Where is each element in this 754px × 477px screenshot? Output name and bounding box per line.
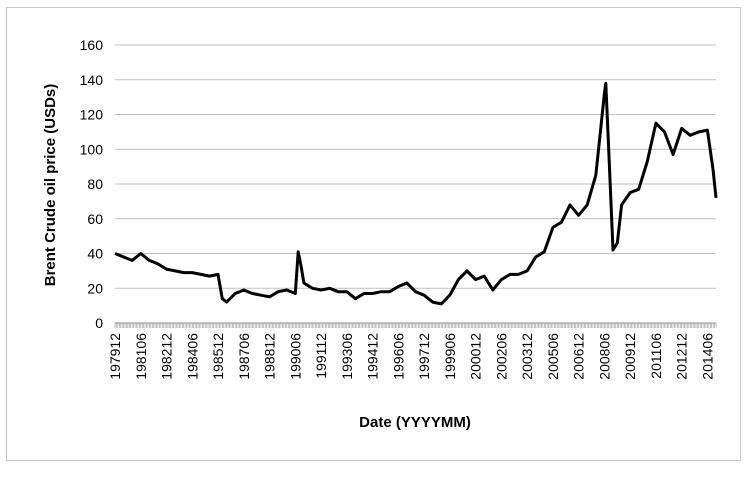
x-tick-label: 201212 — [674, 333, 690, 380]
x-axis — [114, 323, 717, 328]
x-tick-label: 198406 — [184, 333, 200, 380]
x-tick-label: 200912 — [622, 333, 638, 380]
y-tick-label: 140 — [80, 72, 104, 88]
x-tick-label: 199006 — [287, 333, 303, 380]
x-tick-label: 201106 — [648, 333, 664, 379]
y-tick-label: 20 — [87, 280, 103, 296]
y-axis-title: Brent Crude oil price (USDs) — [42, 84, 59, 287]
x-tick-label: 200312 — [519, 333, 535, 380]
x-tick-label: 198212 — [159, 333, 175, 380]
x-tick-label: 200612 — [571, 333, 587, 380]
x-tick-label: 200206 — [493, 333, 509, 380]
x-tick-label: 198512 — [210, 333, 226, 380]
y-tick-label: 120 — [80, 107, 104, 123]
x-tick-label: 199412 — [365, 333, 381, 380]
x-tick-labels: 197912 198106 198212 198406 198512 198706 1988… — [107, 333, 715, 380]
x-tick-label: 198706 — [236, 333, 252, 380]
y-tick-label: 100 — [80, 141, 104, 157]
x-tick-label: 200506 — [545, 333, 561, 380]
x-tick-label: 200012 — [468, 333, 484, 380]
gridlines — [115, 44, 716, 324]
y-tick-label: 60 — [87, 211, 103, 227]
series-line-brent — [114, 81, 718, 306]
x-tick-label: 200806 — [596, 333, 612, 380]
x-tick-label: 199712 — [416, 333, 432, 380]
x-tick-label: 199906 — [442, 333, 458, 380]
y-tick-label: 0 — [95, 315, 103, 331]
x-tick-label: 198106 — [133, 333, 149, 380]
y-tick-label: 160 — [80, 37, 104, 53]
x-tick-label: 199606 — [390, 333, 406, 380]
y-tick-labels: 0 20 40 60 80 100 120 140 160 — [80, 37, 104, 331]
x-tick-label: 199306 — [339, 333, 355, 380]
x-tick-label: 199112 — [313, 333, 329, 379]
x-tick-label: 198812 — [262, 333, 278, 380]
x-tick-label: 197912 — [107, 333, 123, 380]
x-axis-title: Date (YYYYMM) — [359, 414, 471, 431]
y-tick-label: 80 — [87, 176, 103, 192]
y-tick-label: 40 — [87, 246, 103, 262]
x-tick-label: 201406 — [699, 333, 715, 380]
